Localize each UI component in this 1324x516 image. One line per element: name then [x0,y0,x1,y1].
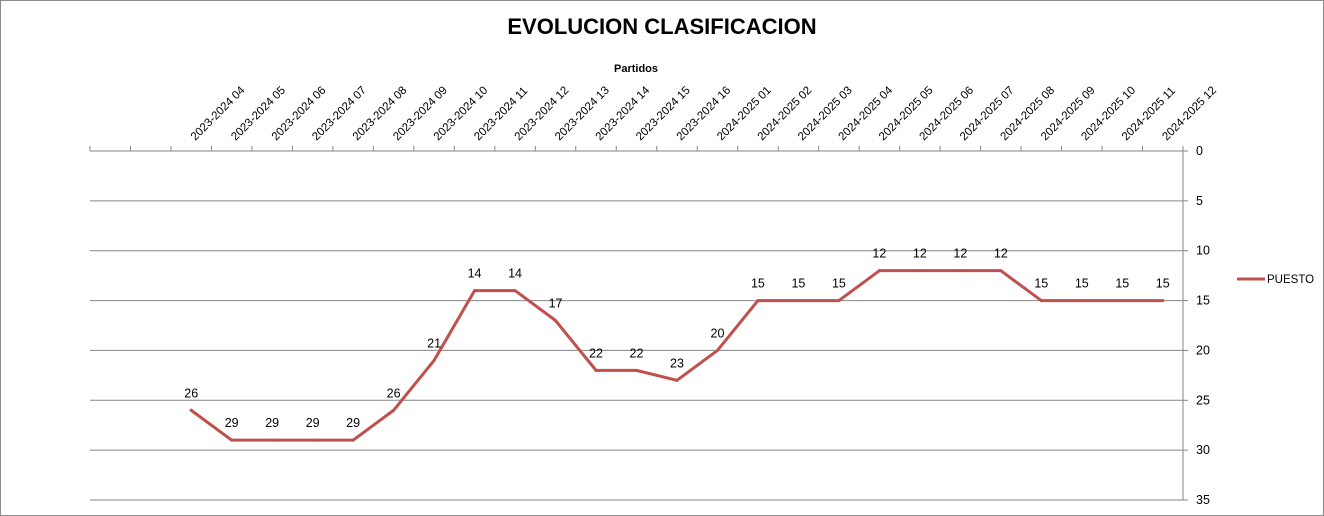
data-label: 29 [306,416,320,430]
data-point [1080,299,1084,303]
legend-label: PUESTO [1267,274,1314,286]
y-tick-label: 35 [1196,493,1210,507]
data-label: 29 [225,416,239,430]
data-point [877,269,881,273]
data-label: 15 [1075,277,1089,291]
data-point [554,319,558,323]
data-label: 14 [468,267,482,281]
data-point [999,269,1003,273]
y-tick-label: 25 [1196,393,1210,407]
data-label: 23 [670,356,684,370]
data-point [1120,299,1124,303]
gridlines [90,200,1183,501]
data-label: 15 [832,277,846,291]
data-label: 15 [791,277,805,291]
series [189,269,1165,442]
data-label: 15 [751,277,765,291]
data-label: 26 [387,386,401,400]
data-point [715,348,719,352]
data-point [958,269,962,273]
data-label: 29 [265,416,279,430]
data-label: 14 [508,267,522,281]
y-tick-label: 30 [1196,443,1210,457]
y-tick-label: 15 [1196,294,1210,308]
data-point [675,378,679,382]
data-label: 15 [1034,277,1048,291]
data-label: 22 [589,346,603,360]
data-point [230,438,234,442]
y-tick-label: 20 [1196,343,1210,357]
data-point [473,289,477,293]
data-label: 12 [872,247,886,261]
data-label: 12 [913,247,927,261]
data-label: 12 [994,247,1008,261]
data-point [635,368,638,372]
data-label: 26 [184,386,198,400]
data-label: 21 [427,336,441,350]
y-tick-labels: 0 5 10 15 20 25 30 35 [1196,144,1210,507]
legend: PUESTO [1237,274,1314,286]
data-point [756,299,760,303]
data-point [351,438,355,442]
data-point [270,438,274,442]
data-label: 20 [711,326,725,340]
y-tick-label: 10 [1196,244,1210,258]
data-point [189,408,193,412]
data-label: 29 [346,416,360,430]
data-point [432,358,436,362]
axes [89,146,1188,501]
y-tick-label: 0 [1196,144,1203,158]
data-labels: 26 29 29 29 29 26 21 14 14 17 22 22 23 20 15 15 15 12 12 12… [184,247,1170,431]
data-point [918,269,922,273]
chart-title: EVOLUCION CLASIFICACION [507,14,816,39]
x-axis-title: Partidos [614,63,658,75]
data-point [1039,299,1043,303]
data-label: 17 [549,297,563,311]
data-label: 15 [1156,277,1170,291]
y-tick-label: 5 [1196,194,1203,208]
data-point [513,289,517,293]
data-point [392,408,396,412]
data-point [311,438,315,442]
data-point [796,299,800,303]
data-label: 22 [630,346,644,360]
data-point [594,368,598,372]
data-point [1161,299,1165,303]
data-point [837,299,841,303]
data-label: 15 [1115,277,1129,291]
data-label: 12 [953,247,967,261]
